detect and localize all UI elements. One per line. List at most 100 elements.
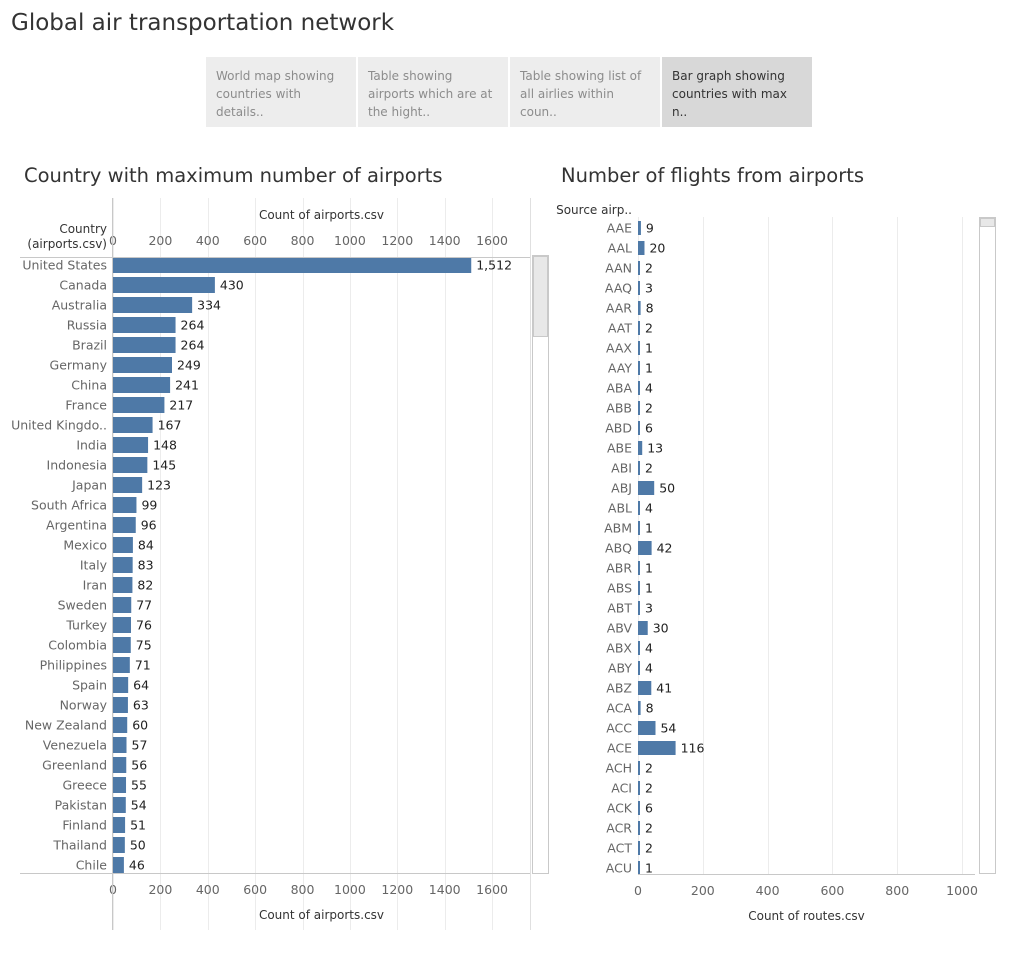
- routes-value-label: 8: [646, 701, 654, 716]
- airports-bar: [113, 777, 127, 793]
- airports-category-label: Mexico: [63, 538, 107, 553]
- routes-bar: [638, 741, 676, 755]
- airports-category-label: New Zealand: [25, 718, 107, 733]
- routes-value-label: 3: [645, 281, 653, 296]
- airports-value-label: 83: [138, 558, 154, 573]
- airports-bar: [113, 837, 125, 853]
- airports-bar: [113, 277, 215, 293]
- airports-value-label: 56: [131, 758, 147, 773]
- routes-value-label: 2: [645, 401, 653, 416]
- routes-category-label: ABV: [607, 621, 633, 636]
- routes-category-label: ABS: [607, 581, 632, 596]
- airports-value-label: 84: [138, 538, 154, 553]
- airports-chart-title: Country with maximum number of airports: [24, 164, 443, 187]
- story-point-airports-table[interactable]: Table showing airports which are at the …: [358, 57, 508, 127]
- airports-category-label: Brazil: [72, 338, 107, 353]
- airports-category-label: Pakistan: [55, 798, 107, 813]
- routes-category-label: AAX: [606, 341, 632, 356]
- airports-x-tick-label: 200: [148, 882, 172, 897]
- routes-category-label: ACH: [606, 761, 632, 776]
- routes-category-label: AAE: [607, 221, 632, 236]
- airports-bar: [113, 757, 127, 773]
- airports-bar: [113, 497, 137, 513]
- story-point-bar-graph[interactable]: Bar graph showing countries with max n..: [662, 57, 812, 127]
- airports-category-label: Norway: [60, 698, 108, 713]
- airports-bar: [113, 517, 136, 533]
- routes-chart-scrollbar[interactable]: [979, 217, 996, 874]
- routes-bar: [638, 821, 640, 835]
- routes-bar: [638, 341, 640, 355]
- routes-category-label: ACI: [611, 781, 632, 796]
- story-point-airlines-table[interactable]: Table showing list of all airlies within…: [510, 57, 660, 127]
- routes-chart-title: Number of flights from airports: [561, 164, 865, 187]
- airports-category-label: China: [71, 378, 107, 393]
- airports-x-tick-label: 1200: [381, 882, 413, 897]
- routes-bar: [638, 701, 641, 715]
- airports-bar: [113, 657, 130, 673]
- airports-value-label: 55: [131, 778, 147, 793]
- routes-value-label: 9: [646, 221, 654, 236]
- airports-chart-scrollbar[interactable]: [532, 255, 549, 874]
- story-point-world-map[interactable]: World map showing countries with details…: [206, 57, 356, 127]
- airports-x-tick-label-top: 1200: [381, 233, 413, 248]
- airports-category-label: Argentina: [46, 518, 107, 533]
- routes-value-label: 2: [645, 821, 653, 836]
- airports-row-header: Country: [59, 222, 107, 236]
- airports-x-tick-label-top: 800: [291, 233, 315, 248]
- routes-chart-scroll-thumb[interactable]: [980, 218, 995, 227]
- routes-bar: [638, 501, 640, 515]
- airports-x-tick-label-top: 1600: [476, 233, 508, 248]
- airports-bar: [113, 257, 472, 273]
- airports-bar: [113, 297, 193, 313]
- dashboard-title: Global air transportation network: [11, 10, 395, 36]
- routes-value-label: 4: [645, 661, 653, 676]
- routes-bar: [638, 761, 640, 775]
- airports-bar: [113, 317, 176, 333]
- routes-value-label: 2: [645, 261, 653, 276]
- routes-bar: [638, 601, 640, 615]
- airports-category-label: France: [65, 398, 107, 413]
- routes-value-label: 2: [645, 461, 653, 476]
- routes-value-label: 6: [645, 421, 653, 436]
- airports-bar: [113, 577, 133, 593]
- airports-value-label: 60: [132, 718, 148, 733]
- routes-bar: [638, 621, 648, 635]
- airports-chart-scroll-thumb[interactable]: [533, 256, 548, 337]
- routes-bar: [638, 301, 641, 315]
- routes-category-label: AAQ: [605, 281, 632, 296]
- routes-value-label: 116: [681, 741, 705, 756]
- routes-value-label: 1: [645, 341, 653, 356]
- routes-category-label: ACU: [606, 861, 632, 876]
- routes-value-label: 6: [645, 801, 653, 816]
- airports-bar: [113, 377, 171, 393]
- airports-x-tick-label-top: 600: [243, 233, 267, 248]
- airports-x-tick-label: 1000: [334, 882, 366, 897]
- routes-value-label: 54: [660, 721, 676, 736]
- airports-category-label: Indonesia: [47, 458, 107, 473]
- airports-value-label: 76: [136, 618, 152, 633]
- airports-x-tick-label-top: 400: [196, 233, 220, 248]
- airports-bar: [113, 437, 149, 453]
- airports-bar: [113, 677, 129, 693]
- routes-value-label: 2: [645, 321, 653, 336]
- routes-bar: [638, 401, 640, 415]
- routes-category-label: ABR: [606, 561, 632, 576]
- airports-value-label: 1,512: [476, 258, 512, 273]
- routes-value-label: 2: [645, 841, 653, 856]
- routes-bar: [638, 241, 645, 255]
- airports-bar: [113, 417, 153, 433]
- routes-x-tick-label: 600: [820, 883, 844, 898]
- airports-x-tick-label: 1600: [476, 882, 508, 897]
- airports-x-tick-label: 1400: [429, 882, 461, 897]
- routes-bar: [638, 321, 640, 335]
- airports-x-tick-label: 800: [291, 882, 315, 897]
- routes-value-label: 1: [645, 561, 653, 576]
- routes-value-label: 2: [645, 781, 653, 796]
- airports-value-label: 264: [181, 338, 205, 353]
- airports-value-label: 145: [152, 458, 176, 473]
- airports-bar: [113, 477, 143, 493]
- routes-category-label: ABM: [604, 521, 632, 536]
- airports-value-label: 82: [137, 578, 153, 593]
- airports-x-tick-label-top: 200: [148, 233, 172, 248]
